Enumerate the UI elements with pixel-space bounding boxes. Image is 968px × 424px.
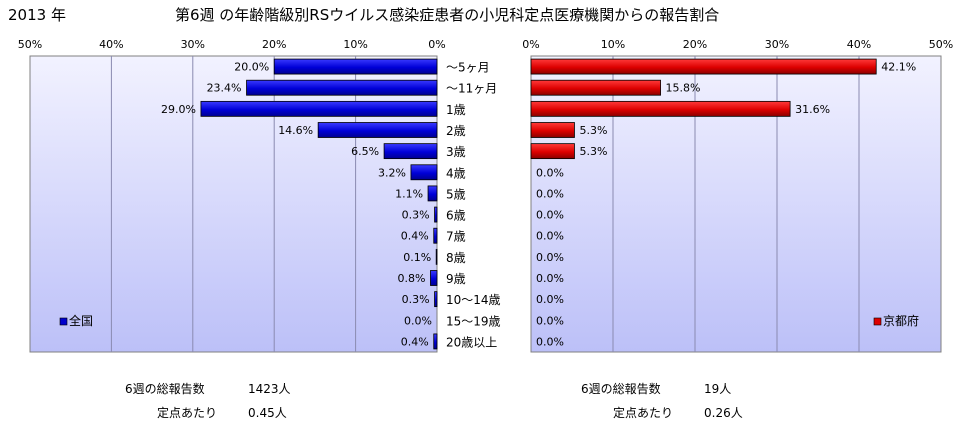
legend-label-kyoto: 京都府	[883, 313, 919, 328]
category-label: ～11ヶ月	[446, 82, 497, 96]
category-label: 15～19歳	[446, 314, 501, 328]
total-reports-label-kyoto: 6週の総報告数	[581, 382, 661, 396]
per-site-label-national: 定点あたり	[157, 406, 218, 420]
bar-national	[433, 227, 438, 244]
data-label-national: 29.0%	[161, 103, 196, 116]
category-label: 3歳	[446, 145, 466, 159]
data-label-national: 0.4%	[401, 335, 429, 348]
data-label-national: 6.5%	[351, 145, 379, 158]
data-label-national: 0.8%	[398, 272, 426, 285]
data-label-kyoto: 0.0%	[536, 335, 564, 348]
category-label: 9歳	[446, 272, 466, 286]
tick-label-kyoto: 10%	[601, 38, 625, 51]
bar-kyoto	[530, 100, 791, 117]
bar-national	[434, 206, 438, 223]
tick-label-kyoto: 50%	[929, 38, 953, 51]
tick-label-national: 20%	[262, 38, 286, 51]
data-label-national: 0.0%	[404, 314, 432, 327]
per-site-label-kyoto: 定点あたり	[613, 406, 674, 420]
category-label: 7歳	[446, 230, 466, 244]
data-label-national: 0.1%	[403, 251, 431, 264]
bar-national	[430, 270, 438, 286]
data-label-kyoto: 31.6%	[795, 103, 830, 116]
tick-label-kyoto: 0%	[522, 38, 539, 51]
data-label-kyoto: 42.1%	[881, 61, 916, 74]
data-label-national: 1.1%	[395, 187, 423, 200]
data-label-national: 23.4%	[207, 82, 242, 95]
data-label-national: 14.6%	[278, 124, 313, 137]
data-label-kyoto: 5.3%	[579, 145, 607, 158]
year-label: 2013 年	[8, 6, 66, 24]
total-reports-value-kyoto: 19人	[704, 382, 732, 396]
bar-national	[317, 122, 438, 138]
category-label: 10～14歳	[446, 293, 501, 307]
data-label-national: 3.2%	[378, 166, 406, 179]
data-label-kyoto: 0.0%	[536, 230, 564, 243]
tick-label-kyoto: 30%	[765, 38, 789, 51]
data-label-kyoto: 0.0%	[536, 166, 564, 179]
category-label: 5歳	[446, 187, 466, 201]
tick-label-kyoto: 40%	[847, 38, 871, 51]
legend-swatch-national	[59, 317, 68, 326]
plot-area-kyoto	[530, 55, 942, 353]
data-label-kyoto: 0.0%	[536, 209, 564, 222]
data-label-national: 0.4%	[401, 230, 429, 243]
data-label-kyoto: 0.0%	[536, 314, 564, 327]
category-label: 20歳以上	[446, 335, 497, 349]
total-reports-value-national: 1423人	[248, 382, 291, 396]
plot-area-national	[29, 55, 438, 353]
data-label-kyoto: 0.0%	[536, 293, 564, 306]
chart-title: 第6週 の年齢階級別RSウイルス感染症患者の小児科定点医療機関からの報告割合	[175, 6, 720, 24]
bar-national	[433, 333, 438, 350]
legend-label-national: 全国	[69, 313, 93, 328]
bar-national	[435, 248, 438, 265]
category-label: 8歳	[446, 251, 466, 265]
data-label-national: 0.3%	[402, 209, 430, 222]
bar-national	[273, 58, 438, 75]
total-reports-label-national: 6週の総報告数	[125, 382, 205, 396]
category-label: 2歳	[446, 124, 466, 138]
data-label-national: 0.3%	[402, 293, 430, 306]
category-label: 1歳	[446, 103, 466, 117]
category-label: ～5ヶ月	[446, 61, 490, 75]
bar-national	[410, 164, 438, 181]
category-label: 4歳	[446, 166, 466, 180]
tick-label-national: 0%	[428, 38, 445, 51]
data-label-kyoto: 0.0%	[536, 187, 564, 200]
bar-national	[427, 185, 438, 202]
bar-kyoto	[530, 122, 575, 138]
category-label: 6歳	[446, 209, 466, 223]
bar-national	[246, 79, 438, 96]
data-label-kyoto: 0.0%	[536, 272, 564, 285]
tick-label-kyoto: 20%	[683, 38, 707, 51]
tick-label-national: 40%	[99, 38, 123, 51]
per-site-value-national: 0.45人	[248, 406, 287, 420]
data-label-kyoto: 15.8%	[666, 82, 701, 95]
bar-kyoto	[530, 79, 661, 96]
data-label-kyoto: 0.0%	[536, 251, 564, 264]
data-label-national: 20.0%	[234, 61, 269, 74]
bar-national	[200, 100, 438, 117]
legend-swatch-kyoto	[873, 317, 882, 326]
data-label-kyoto: 5.3%	[579, 124, 607, 137]
per-site-value-kyoto: 0.26人	[704, 406, 743, 420]
bar-kyoto	[530, 58, 877, 75]
bar-national	[434, 291, 438, 308]
bar-national	[383, 143, 438, 160]
tick-label-national: 10%	[343, 38, 367, 51]
tick-label-national: 30%	[181, 38, 205, 51]
bar-kyoto	[530, 143, 575, 160]
tick-label-national: 50%	[18, 38, 42, 51]
